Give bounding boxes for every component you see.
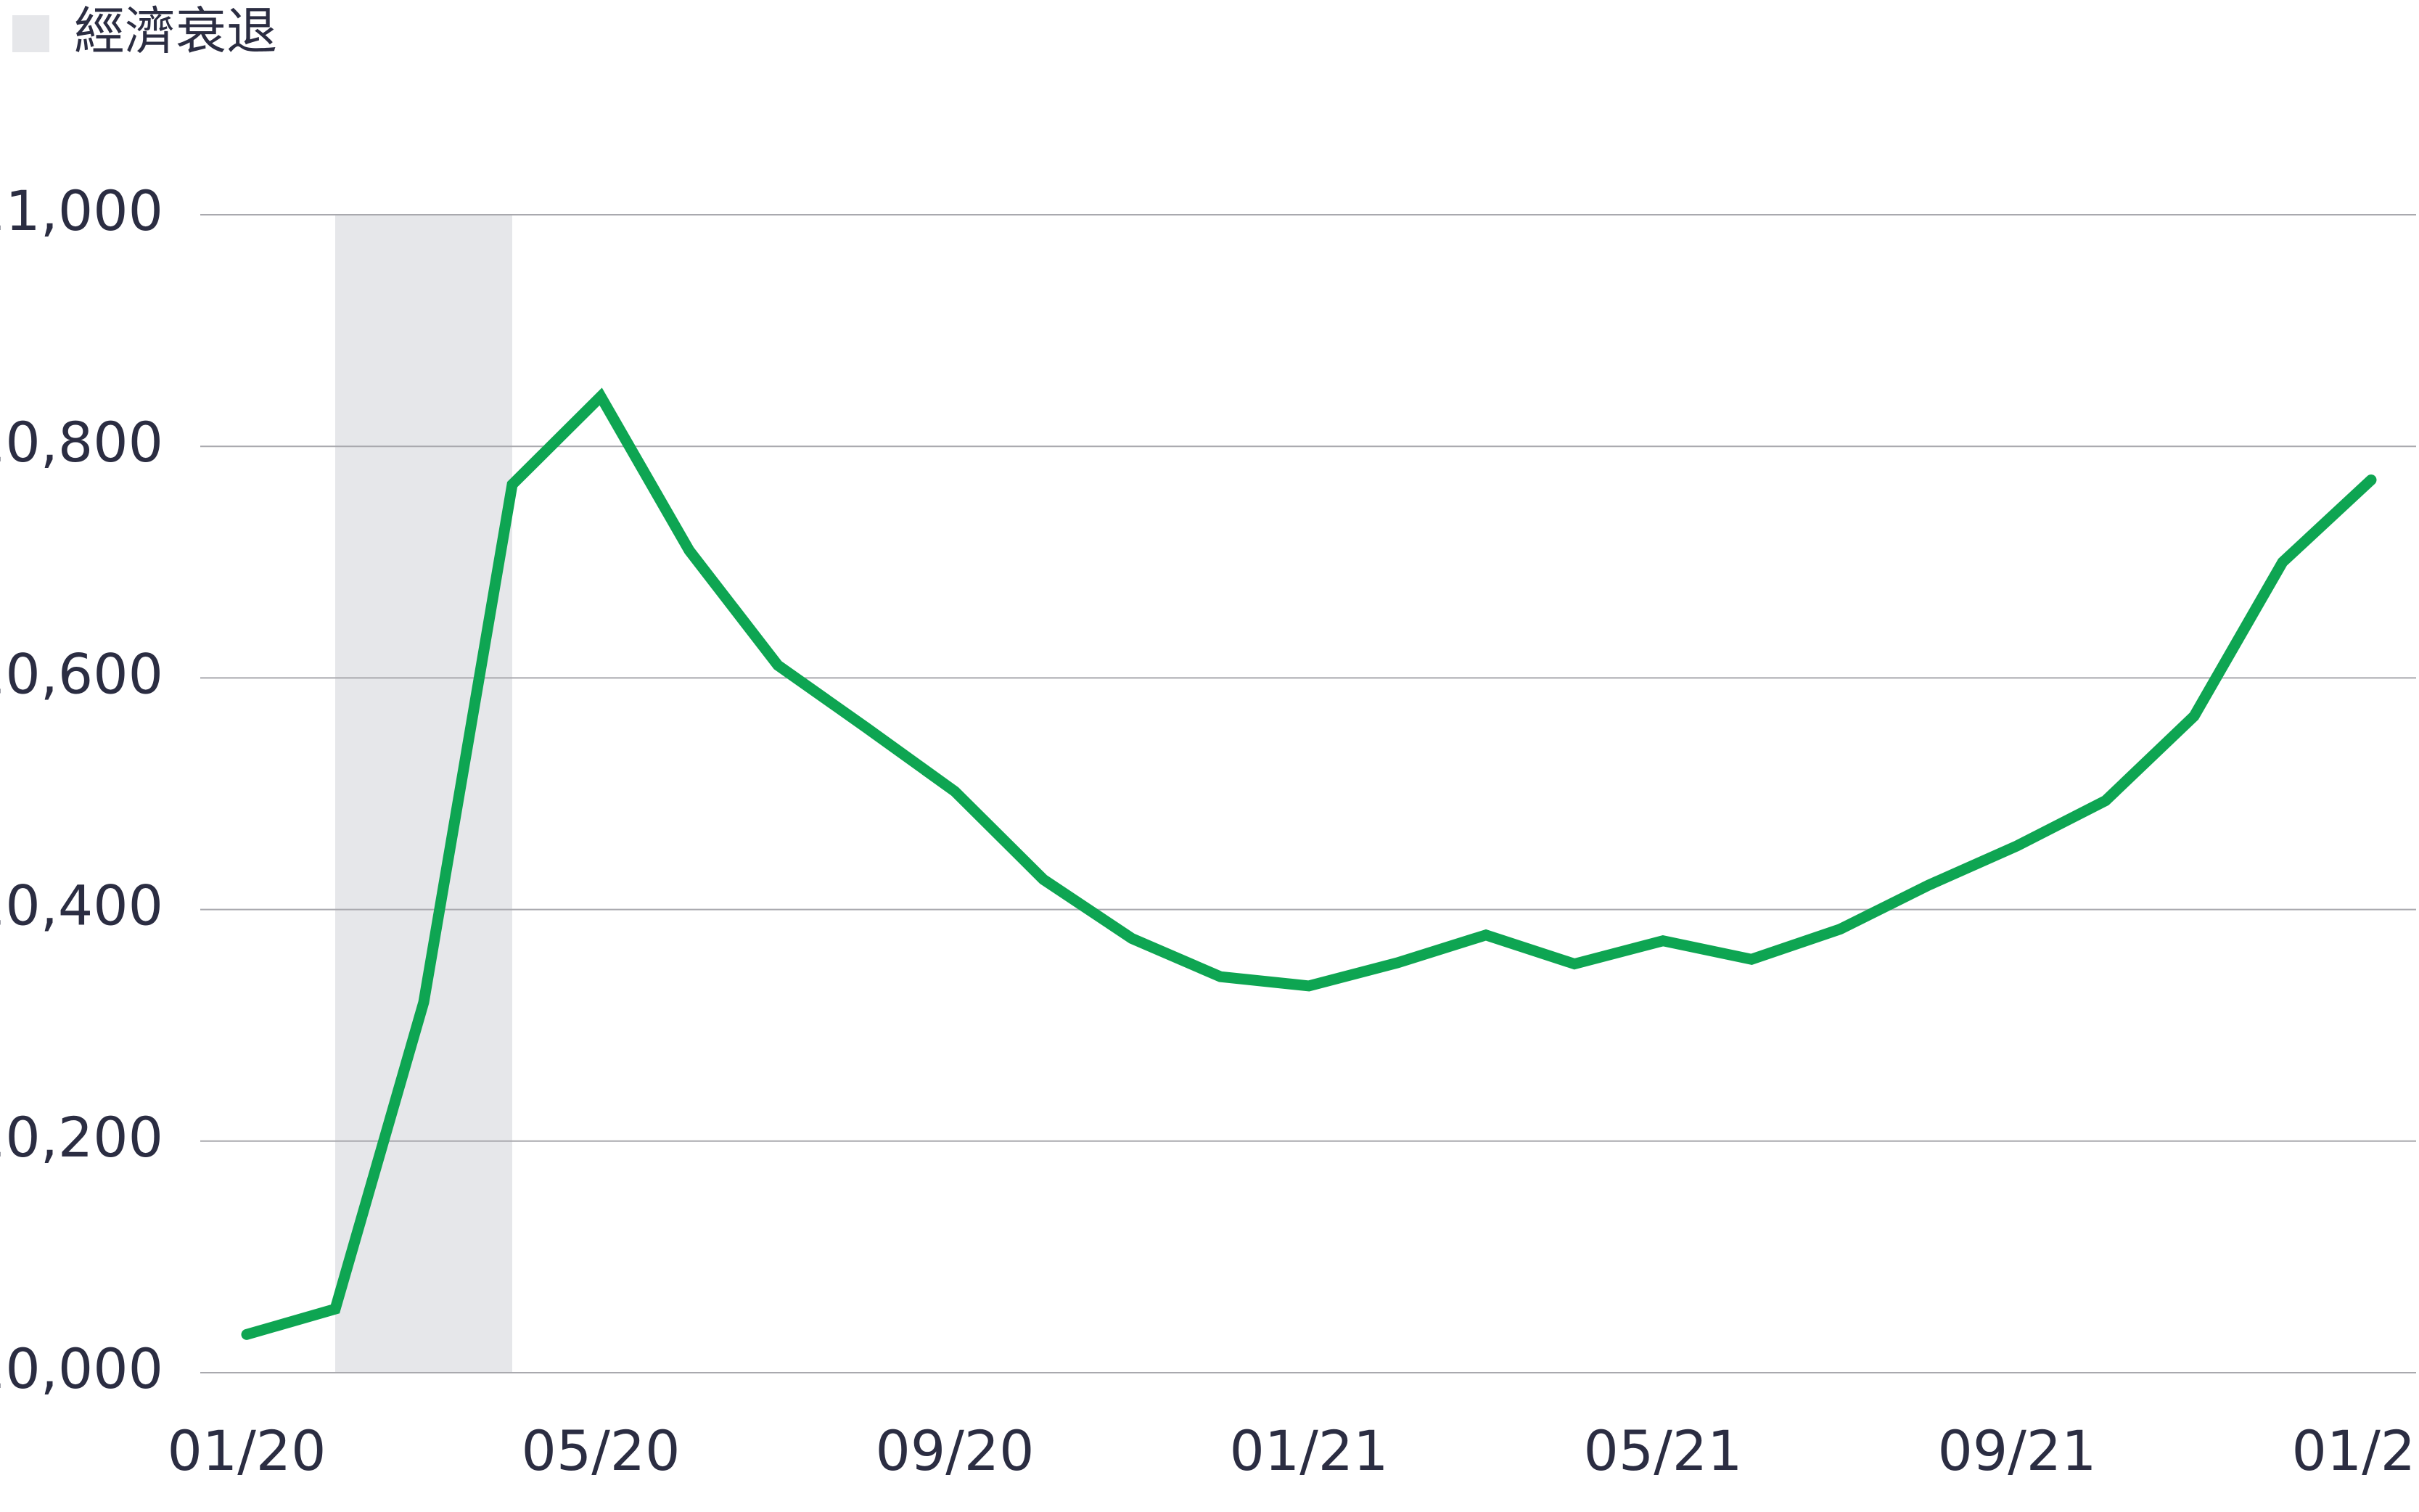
y-tick-label: 10,200 <box>0 1105 163 1170</box>
line <box>241 387 2377 1340</box>
recession-band <box>335 215 512 1373</box>
x-tick-label: 01/20 <box>167 1418 326 1483</box>
legend-swatch <box>12 15 49 52</box>
y-tick-label: 10,600 <box>0 641 163 706</box>
x-tick-label: 09/20 <box>875 1418 1034 1483</box>
x-tick-label: 05/20 <box>521 1418 680 1483</box>
x-tick-label: 09/21 <box>1937 1418 2096 1483</box>
x-tick-label: 05/21 <box>1583 1418 1742 1483</box>
y-tick-label: 11,000 <box>0 178 163 243</box>
y-tick-label: 10,400 <box>0 874 163 938</box>
y-tick-label: 10,000 <box>0 1336 163 1401</box>
x-tick-label: 01/21 <box>1229 1418 1388 1483</box>
x-tick-label: 01/22 <box>2291 1418 2419 1483</box>
legend-label: 經濟衰退 <box>74 1 277 61</box>
y-tick-label: 10,800 <box>0 410 163 474</box>
